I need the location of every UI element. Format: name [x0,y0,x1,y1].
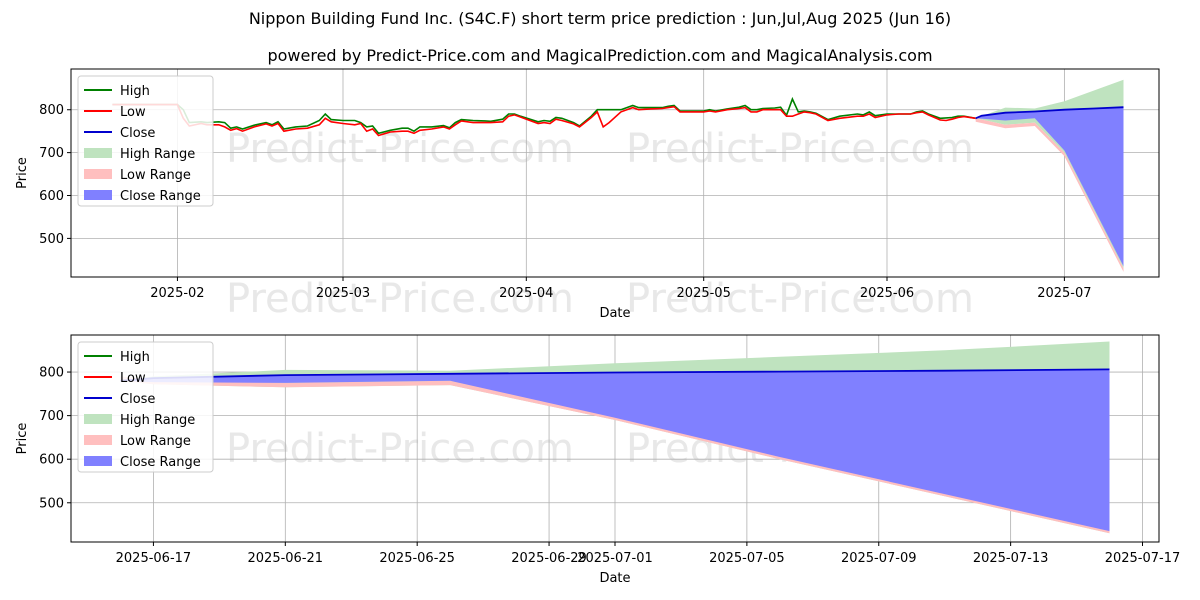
legend-label: High Range [120,147,195,162]
y-axis-label: Price [15,423,30,455]
y-tick-label: 600 [39,453,64,468]
legend-label: High [120,350,150,365]
watermark: Predict-Price.com [226,126,574,172]
legend-label: Low [120,105,146,120]
close-series-line [975,106,1124,120]
legend-swatch [84,148,112,158]
y-tick-label: 600 [39,189,64,204]
legend-label: Close [120,392,155,407]
y-tick-label: 800 [39,103,64,118]
legend-swatch [84,435,112,445]
x-tick-label: 2025-06 [860,286,914,301]
legend-label: High Range [120,413,195,428]
x-tick-label: 2025-07-09 [841,551,917,566]
plot-frame [70,68,1160,278]
high-series-line [112,96,976,135]
legend-swatch [84,190,112,200]
x-tick-label: 2025-03 [316,286,370,301]
chart-panel-1 [67,68,1160,281]
legend-swatch [84,456,112,466]
chart-title: Nippon Building Fund Inc. (S4C.F) short … [248,9,952,28]
legend-label: Low Range [120,434,191,449]
x-tick-label: 2025-07-05 [709,551,785,566]
x-tick-label: 2025-07-17 [1105,551,1181,566]
legend-label: High [120,84,150,99]
legend-label: Low Range [120,168,191,183]
x-tick-label: 2025-07-01 [577,551,653,566]
x-tick-label: 2025-07 [1037,286,1091,301]
close-range-area [975,107,1124,267]
watermark: Predict-Price.com [626,126,974,172]
y-tick-label: 800 [39,366,64,381]
legend-swatch [84,414,112,424]
x-tick-label: 2025-06-25 [379,551,455,566]
watermark: Predict-Price.com [226,426,574,472]
legend-label: Close [120,126,155,141]
x-tick-label: 2025-04 [499,286,553,301]
x-tick-label: 2025-02 [150,286,204,301]
x-tick-label: 2025-06-17 [116,551,192,566]
close-range-area [120,369,1110,532]
y-tick-label: 500 [39,496,64,511]
watermark: Predict-Price.com [226,276,574,322]
watermark: Predict-Price.com [626,276,974,322]
x-tick-label: 2025-07-13 [973,551,1049,566]
legend-label: Close Range [120,189,201,204]
y-tick-label: 700 [39,409,64,424]
x-axis-label: Date [599,571,630,586]
legend-swatch [84,169,112,179]
y-axis-label: Price [15,157,30,189]
y-tick-label: 500 [39,232,64,247]
legend-label: Low [120,371,146,386]
chart-subtitle: powered by Predict-Price.com and Magical… [267,46,933,65]
x-tick-label: 2025-06-21 [248,551,324,566]
legend-label: Close Range [120,455,201,470]
x-tick-label: 2025-05 [677,286,731,301]
x-tick-label: 2025-06-29 [511,551,587,566]
chart-panel-2 [67,334,1160,546]
low-series-line [112,103,976,137]
x-axis-label: Date [599,306,630,321]
y-tick-label: 700 [39,146,64,161]
